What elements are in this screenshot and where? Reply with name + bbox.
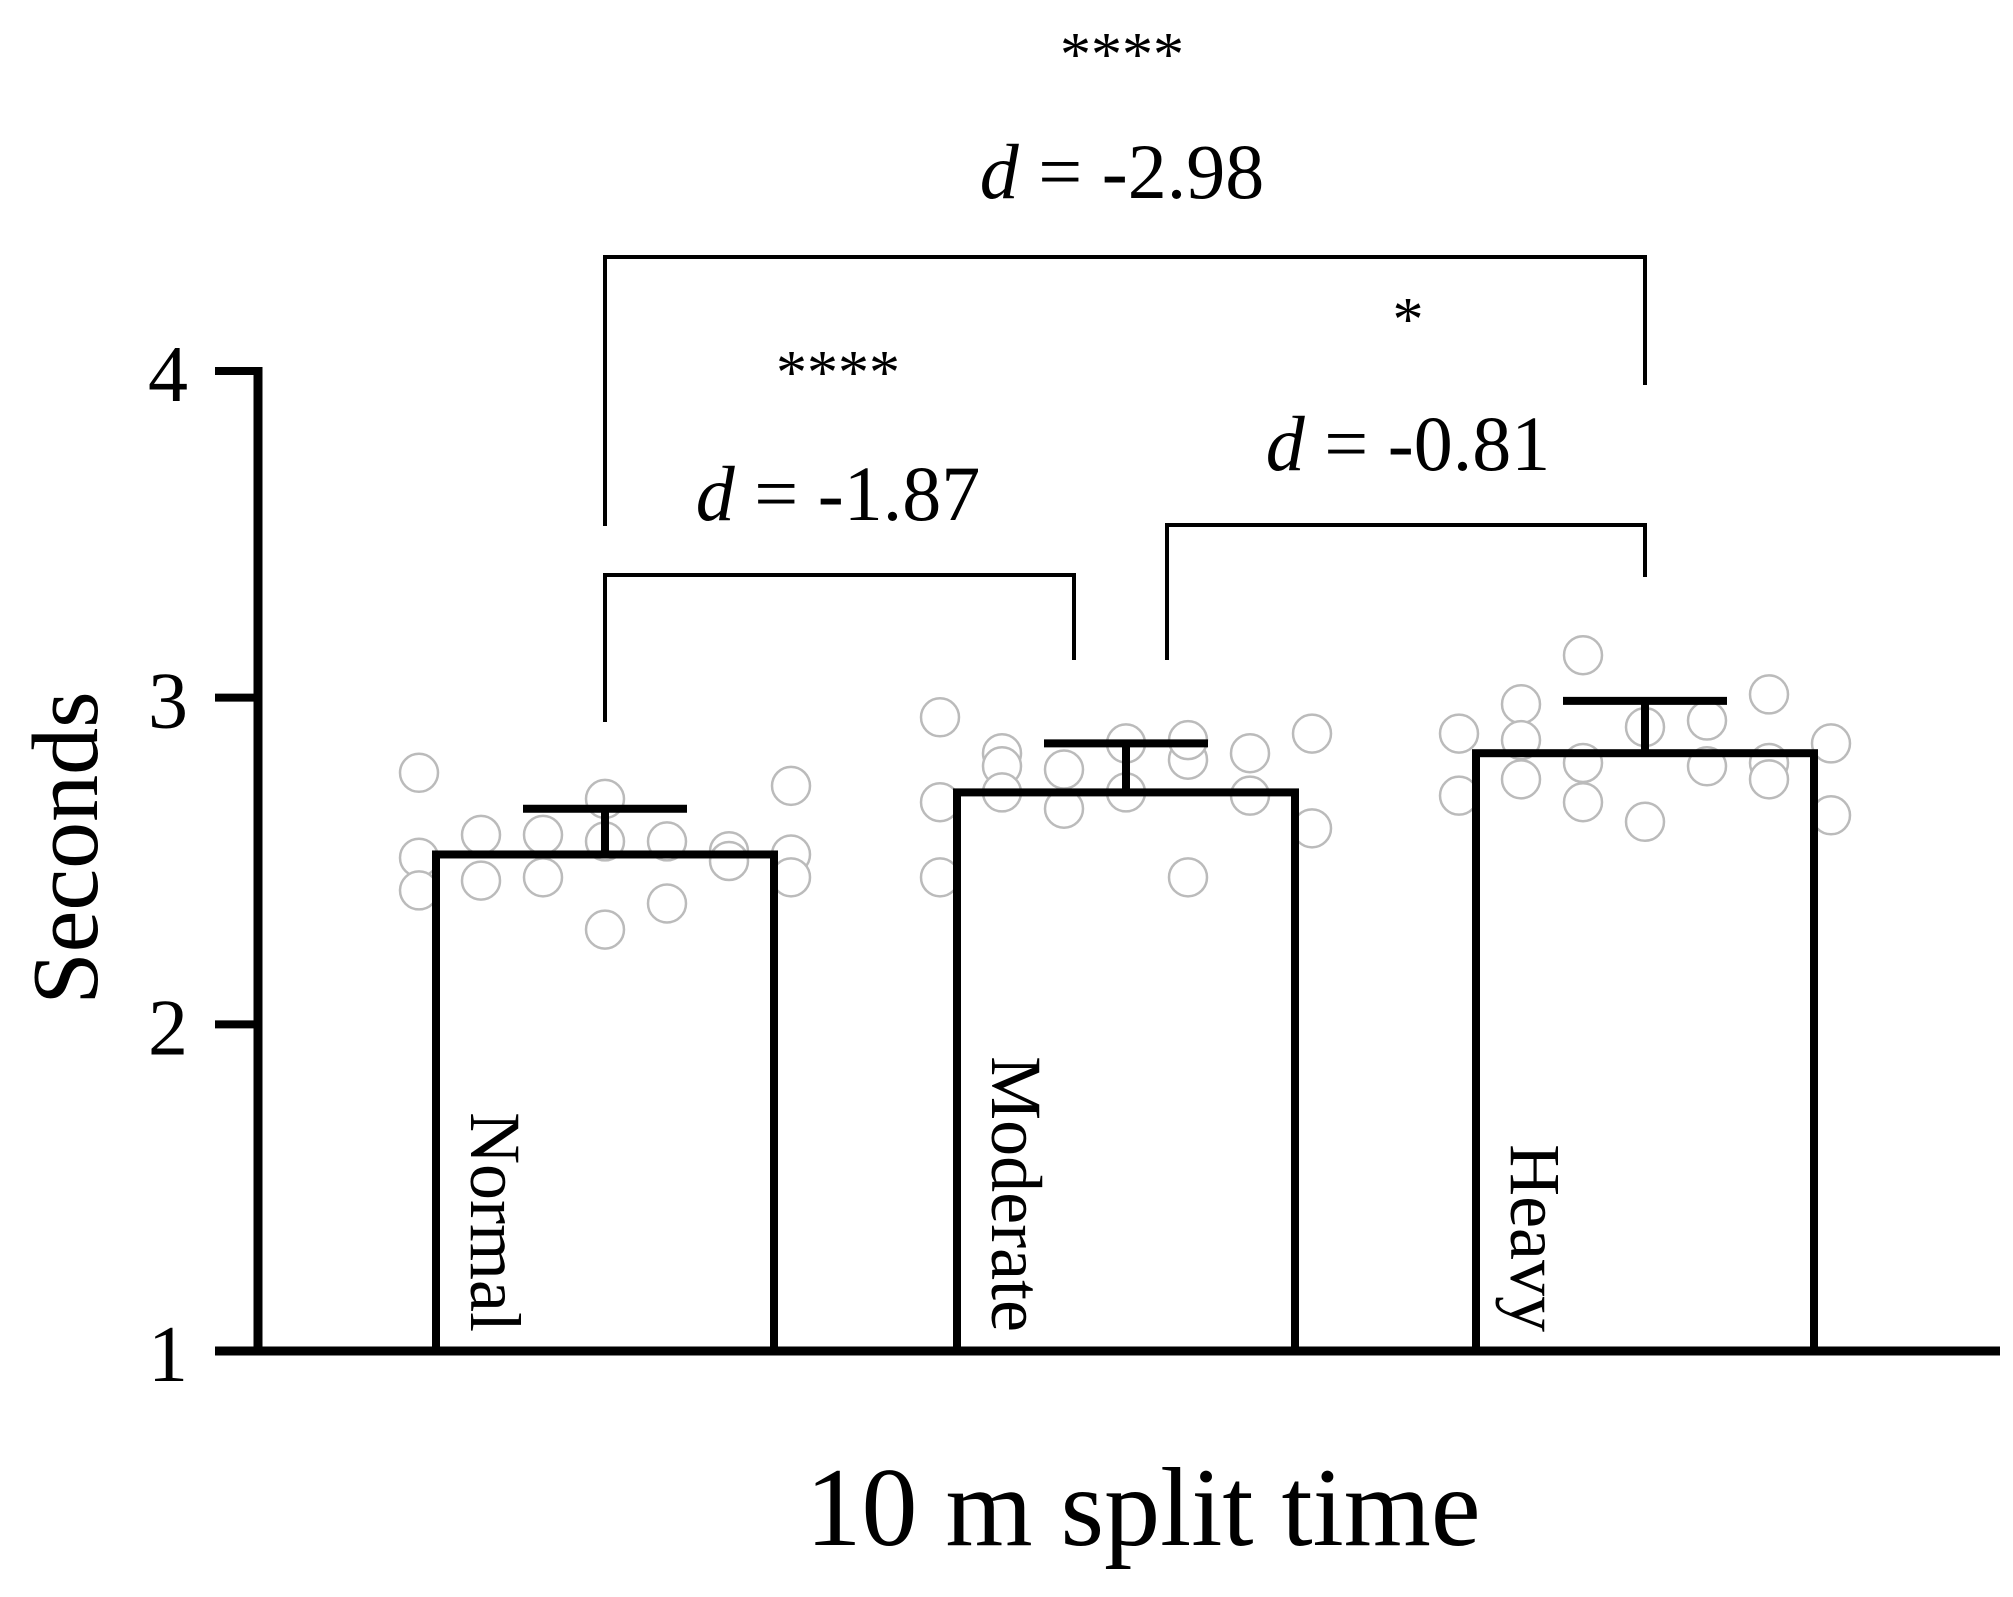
data-point [919,697,961,738]
data-point [1562,781,1604,823]
data-point [708,840,750,882]
data-point [770,765,812,807]
comparison-bracket [1165,523,1647,660]
comparison-brackets: **** d = -1.87 * d = -0.81 **** d = -2.98 [603,21,1647,722]
category-label: Moderate [976,1056,1056,1332]
data-point [584,909,626,950]
data-point [1624,801,1666,843]
data-point [1500,683,1542,725]
y-axis-label: Seconds [14,691,118,1004]
category-labels: Normal Moderate Heavy [455,1056,1575,1332]
data-point [646,883,688,924]
data-point [460,814,502,856]
data-point [522,857,564,898]
data-point [1500,759,1542,800]
data-point [1043,749,1085,790]
significance-stars: * [1393,286,1424,354]
data-point [1562,634,1604,676]
effect-size-label: d = -2.98 [980,128,1264,215]
comparison-bracket [603,255,1647,526]
data-point [398,752,440,794]
y-tick-label: 1 [148,1311,188,1399]
x-axis-label: 10 m split time [805,1446,1480,1570]
data-point [522,814,564,856]
comparison-bracket [603,573,1076,722]
data-point [1167,857,1209,898]
data-point [1438,713,1480,754]
y-ticks: 1 2 3 4 [148,331,258,1399]
data-point [1748,759,1790,800]
data-point [1810,723,1852,764]
data-point [1229,732,1271,774]
error-bars [523,696,1727,855]
data-point [1291,713,1333,754]
category-label: Heavy [1495,1144,1575,1332]
data-point [1686,700,1728,741]
y-tick-label: 4 [148,331,188,419]
bars [432,749,1818,1355]
significance-stars: **** [776,339,900,407]
data-point [1748,674,1790,715]
effect-size-label: d = -0.81 [1266,400,1550,487]
effect-size-label: d = -1.87 [696,450,980,537]
y-tick-label: 2 [148,984,188,1072]
significance-stars: **** [1060,21,1184,89]
category-label: Normal [455,1112,535,1332]
y-tick-label: 3 [148,658,188,746]
data-point [460,860,502,901]
